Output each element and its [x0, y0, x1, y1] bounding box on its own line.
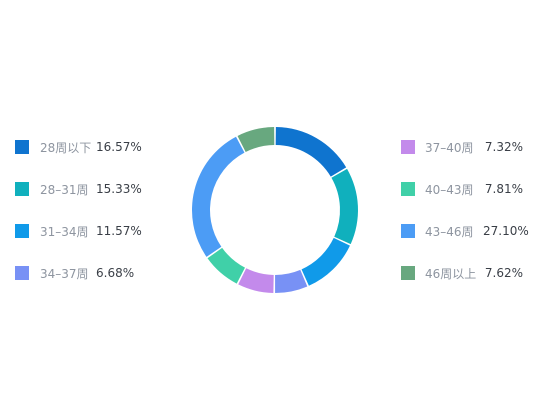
legend-label: 37–40周 — [425, 140, 474, 155]
legend-item-3[interactable]: 31–34周 11.57% — [15, 221, 142, 241]
legend-swatch — [401, 224, 415, 238]
legend-swatch — [401, 140, 415, 154]
legend-value: 6.68% — [96, 266, 135, 280]
legend-swatch — [401, 266, 415, 280]
donut-slice-5[interactable] — [238, 268, 274, 293]
legend-label: 31–34周 — [40, 224, 89, 239]
legend-value: 15.33% — [96, 182, 142, 196]
legend-label: 28周以下 — [40, 140, 92, 155]
donut-slice-1[interactable] — [275, 127, 347, 177]
legend-label: 34–37周 — [40, 266, 89, 281]
legend-item-5[interactable]: 37–40周 7.32% — [401, 137, 523, 157]
legend-swatch — [15, 182, 29, 196]
legend-swatch — [15, 224, 29, 238]
legend-label: 40–43周 — [425, 182, 474, 197]
legend-swatch — [15, 266, 29, 280]
donut-slice-4[interactable] — [275, 269, 308, 293]
legend-value: 7.81% — [484, 182, 523, 196]
donut-slice-2[interactable] — [331, 168, 358, 245]
legend-label: 43–46周 — [425, 224, 474, 239]
legend-item-1[interactable]: 28周以下 16.57% — [15, 137, 142, 157]
donut-slice-3[interactable] — [301, 237, 350, 286]
legend-item-2[interactable]: 28–31周 15.33% — [15, 179, 142, 199]
legend-item-4[interactable]: 34–37周 6.68% — [15, 263, 134, 283]
legend-item-7[interactable]: 43–46周 27.10% — [401, 221, 529, 241]
legend-value: 16.57% — [96, 140, 142, 154]
legend-label: 28–31周 — [40, 182, 89, 197]
legend-value: 27.10% — [483, 224, 529, 238]
donut-slice-8[interactable] — [237, 127, 275, 152]
legend-value: 11.57% — [96, 224, 142, 238]
legend-swatch — [401, 182, 415, 196]
legend-label: 46周以上 — [425, 266, 477, 281]
legend-item-6[interactable]: 40–43周 7.81% — [401, 179, 523, 199]
legend-swatch — [15, 140, 29, 154]
donut-slice-7[interactable] — [192, 136, 245, 257]
legend-value: 7.62% — [484, 266, 523, 280]
legend-value: 7.32% — [484, 140, 523, 154]
donut-slice-6[interactable] — [207, 247, 245, 284]
legend-item-8[interactable]: 46周以上 7.62% — [401, 263, 523, 283]
